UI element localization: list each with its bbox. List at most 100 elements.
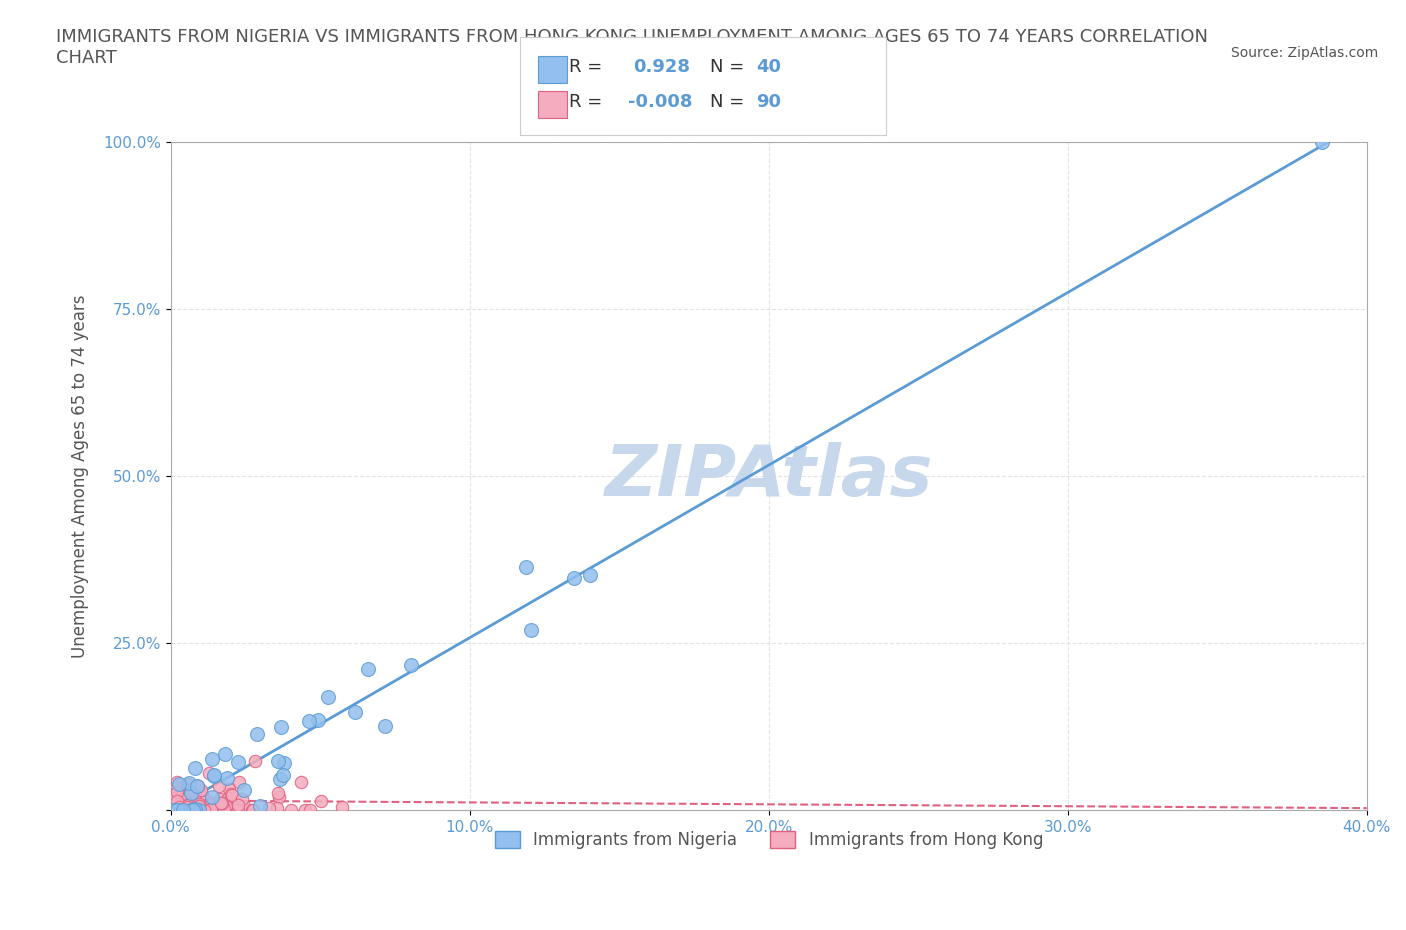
Point (193, 800, 215, 815)
Point (579, 567, 602, 582)
Text: Source: ZipAtlas.com: Source: ZipAtlas.com (1230, 46, 1378, 60)
Point (217, 790, 239, 805)
Point (218, 782, 240, 797)
Point (174, 793, 197, 808)
Point (176, 800, 198, 815)
Point (169, 791, 191, 806)
Point (173, 802, 195, 817)
Point (269, 772, 291, 787)
Point (165, 803, 187, 817)
Point (184, 801, 207, 816)
Point (309, 794, 332, 809)
Point (160, 797, 183, 812)
Point (211, 802, 233, 817)
Point (176, 797, 198, 812)
Point (190, 783, 212, 798)
Point (177, 776, 200, 790)
Point (172, 803, 194, 817)
Point (273, 755, 295, 770)
Point (187, 797, 209, 812)
Point (180, 801, 202, 816)
Point (226, 803, 249, 817)
Point (167, 803, 190, 817)
Point (187, 797, 209, 812)
Y-axis label: Unemployment Among Ages 65 to 74 years: Unemployment Among Ages 65 to 74 years (72, 294, 89, 658)
Point (180, 803, 202, 817)
Point (160, 803, 183, 817)
Point (194, 796, 217, 811)
Point (249, 798, 271, 813)
Point (193, 803, 215, 817)
Point (180, 786, 202, 801)
Point (177, 787, 200, 802)
Point (174, 800, 197, 815)
Text: 40: 40 (756, 58, 782, 76)
Point (172, 799, 194, 814)
Point (186, 778, 208, 793)
Point (190, 794, 212, 809)
Point (231, 791, 253, 806)
Point (1310, 135, 1333, 150)
Point (179, 782, 201, 797)
Point (257, 801, 280, 816)
Text: N =: N = (710, 93, 749, 112)
Point (562, 571, 585, 586)
Point (180, 801, 202, 816)
Point (215, 771, 238, 786)
Point (373, 718, 395, 733)
Point (187, 789, 209, 804)
Point (188, 800, 211, 815)
Point (170, 786, 193, 801)
Point (163, 790, 186, 805)
Point (195, 793, 218, 808)
Point (166, 775, 188, 790)
Point (176, 777, 198, 791)
Point (201, 797, 224, 812)
Point (209, 795, 232, 810)
Point (201, 751, 224, 766)
Text: 0.928: 0.928 (633, 58, 690, 76)
Point (208, 778, 231, 793)
Point (170, 800, 193, 815)
Point (184, 802, 207, 817)
Point (201, 790, 224, 804)
Point (228, 755, 250, 770)
Point (294, 803, 316, 817)
Point (271, 767, 294, 782)
Point (298, 713, 321, 728)
Point (242, 803, 264, 817)
Point (166, 803, 188, 817)
Point (166, 785, 188, 800)
Point (290, 775, 312, 790)
Point (228, 797, 250, 812)
Point (184, 761, 207, 776)
Point (225, 795, 247, 810)
Point (186, 803, 208, 817)
Text: -0.008: -0.008 (628, 93, 693, 112)
Point (166, 793, 188, 808)
Point (221, 788, 243, 803)
Point (191, 787, 214, 802)
Point (228, 775, 250, 790)
Point (198, 765, 221, 780)
Text: 90: 90 (756, 93, 782, 112)
Point (520, 622, 543, 637)
Point (232, 783, 254, 798)
Point (215, 798, 238, 813)
Point (202, 768, 225, 783)
Point (180, 783, 202, 798)
Point (214, 801, 236, 816)
Point (163, 797, 186, 812)
Point (181, 786, 204, 801)
Point (184, 795, 207, 810)
Point (267, 753, 290, 768)
Point (270, 719, 292, 734)
Text: IMMIGRANTS FROM NIGERIA VS IMMIGRANTS FROM HONG KONG UNEMPLOYMENT AMONG AGES 65 : IMMIGRANTS FROM NIGERIA VS IMMIGRANTS FR… (56, 28, 1208, 67)
Point (267, 790, 290, 804)
Point (162, 790, 184, 805)
Point (343, 704, 366, 719)
Point (242, 803, 264, 817)
Point (330, 800, 353, 815)
Point (202, 768, 225, 783)
Point (177, 803, 200, 817)
